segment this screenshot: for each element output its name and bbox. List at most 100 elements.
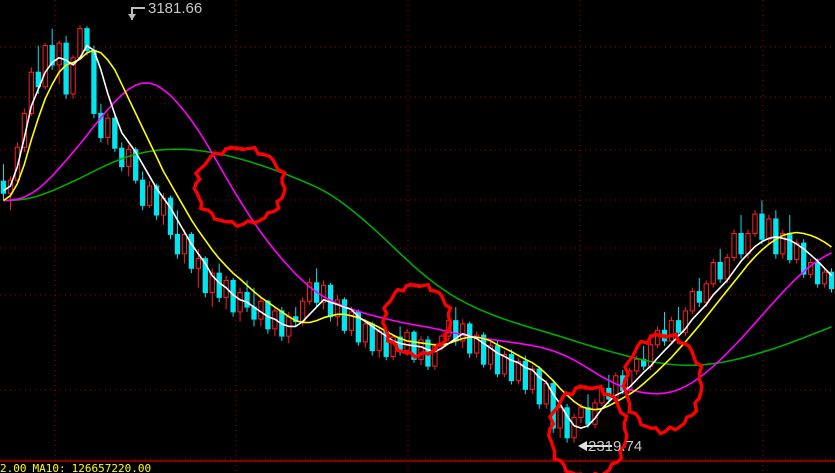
candle-body bbox=[98, 112, 104, 139]
candlestick bbox=[828, 268, 835, 293]
candlestick bbox=[63, 35, 69, 99]
candle-body bbox=[42, 45, 48, 88]
candlestick bbox=[139, 171, 146, 211]
candle-body bbox=[689, 291, 696, 312]
candlestick bbox=[334, 294, 341, 327]
candle-body bbox=[668, 320, 675, 342]
candle-body bbox=[814, 262, 821, 285]
candle-body bbox=[376, 330, 382, 352]
candlestick bbox=[571, 413, 577, 443]
candle-body bbox=[550, 383, 556, 429]
candle-body bbox=[529, 368, 535, 390]
low-price-annotation-label: 2319.74 bbox=[588, 438, 643, 455]
candle-body bbox=[70, 57, 76, 95]
candle-body bbox=[188, 233, 195, 269]
candle-body bbox=[585, 407, 591, 425]
candle-body bbox=[578, 407, 584, 418]
candle-body bbox=[592, 402, 598, 425]
volume-value-text: 2.00 bbox=[0, 462, 27, 473]
candle-body bbox=[362, 323, 368, 343]
candle-body bbox=[300, 300, 306, 323]
candlestick bbox=[682, 307, 689, 337]
candlestick bbox=[703, 280, 709, 308]
candlestick bbox=[752, 210, 758, 237]
candle-body bbox=[515, 360, 522, 382]
ma60-line bbox=[3, 148, 832, 367]
candle-body bbox=[105, 117, 111, 139]
candle-body bbox=[675, 320, 682, 333]
candle-body bbox=[35, 71, 41, 88]
candlestick bbox=[696, 278, 702, 308]
candle-body bbox=[703, 283, 709, 303]
ma10-value-text: 126657220.00 bbox=[71, 462, 152, 473]
candle-body bbox=[418, 339, 424, 360]
candle-body bbox=[536, 368, 542, 405]
candle-body bbox=[202, 258, 208, 294]
candle-body bbox=[320, 284, 327, 303]
candlestick bbox=[418, 336, 424, 366]
candlestick bbox=[487, 340, 494, 370]
candle-body bbox=[209, 272, 215, 294]
candle-body bbox=[467, 323, 473, 354]
highlight-circle-2 bbox=[381, 282, 453, 359]
candlestick bbox=[814, 258, 821, 288]
candle-body bbox=[195, 258, 201, 269]
highlight-circle-4 bbox=[621, 332, 704, 436]
candle-body bbox=[63, 42, 69, 95]
candle-body bbox=[487, 345, 494, 365]
candle-body bbox=[0, 180, 7, 194]
candlestick bbox=[348, 307, 355, 337]
ma20-line bbox=[3, 82, 832, 395]
candle-body bbox=[654, 329, 661, 346]
candle-body bbox=[133, 149, 139, 181]
highlight-circle-3 bbox=[546, 384, 629, 473]
high-marker-arrowhead-icon bbox=[128, 14, 136, 20]
candlestick bbox=[35, 45, 41, 94]
candle-body bbox=[216, 272, 222, 298]
highlight-circle-1 bbox=[192, 145, 287, 229]
candlestick bbox=[585, 394, 591, 429]
candle-body bbox=[724, 257, 730, 280]
candle-body bbox=[139, 179, 146, 206]
low-marker-arrowhead-icon bbox=[578, 441, 587, 451]
candle-body bbox=[501, 354, 508, 375]
candlestick bbox=[473, 331, 480, 358]
candlestick bbox=[188, 232, 195, 274]
candlestick bbox=[0, 164, 7, 201]
annotation-circles-layer bbox=[128, 7, 704, 473]
candlestick bbox=[467, 321, 473, 358]
candlestick bbox=[501, 350, 508, 378]
candlestick bbox=[181, 229, 188, 264]
candlestick bbox=[341, 297, 348, 334]
candle-body bbox=[126, 149, 132, 168]
candlestick bbox=[508, 349, 515, 385]
candle-body bbox=[56, 42, 62, 66]
candlestick bbox=[167, 195, 174, 240]
candlestick bbox=[731, 229, 737, 262]
candlestick bbox=[557, 403, 563, 438]
candlestick bbox=[536, 366, 542, 409]
candlestick bbox=[146, 181, 153, 208]
candlestick bbox=[230, 278, 236, 317]
candlestick bbox=[654, 326, 661, 349]
candlestick bbox=[780, 229, 786, 259]
candlestick bbox=[675, 307, 682, 337]
candle-body bbox=[49, 45, 55, 66]
candlestick bbox=[126, 144, 132, 177]
candlestick bbox=[306, 278, 313, 305]
candlestick bbox=[98, 103, 104, 143]
candlestick bbox=[42, 43, 48, 90]
candlestick bbox=[766, 215, 772, 245]
candlestick bbox=[237, 287, 243, 322]
candlestick bbox=[362, 319, 368, 349]
candle-body bbox=[801, 242, 807, 275]
moving-average-lines-layer bbox=[3, 44, 833, 429]
candle-body bbox=[752, 213, 758, 234]
candle-body bbox=[244, 292, 250, 308]
candlestick bbox=[112, 115, 118, 153]
candle-body bbox=[780, 232, 786, 255]
candle-body bbox=[77, 28, 83, 59]
candle-body bbox=[710, 262, 716, 285]
